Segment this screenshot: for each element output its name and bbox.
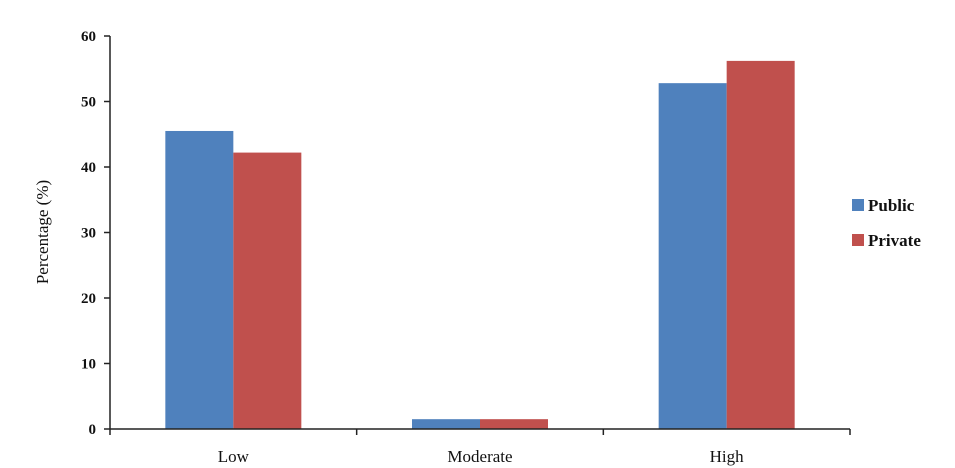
y-tick-label: 60	[81, 29, 96, 45]
legend-label-public: Public	[868, 196, 915, 215]
y-axis-title: Percentage (%)	[33, 180, 52, 284]
bar-public-high	[658, 83, 727, 429]
legend-swatch-public	[852, 199, 864, 211]
x-tick-label: Low	[218, 447, 250, 466]
plot-area: Low Moderate High 0 10 20 30 40 50 60 Public Privat…	[81, 29, 921, 466]
y-tick-label: 20	[81, 291, 96, 307]
bar-public-moderate	[412, 419, 480, 429]
legend-label-private: Private	[868, 231, 921, 250]
x-tick-label: Moderate	[447, 447, 512, 466]
bar-private-moderate	[480, 419, 548, 429]
y-tick-label: 50	[81, 95, 96, 111]
y-tick-label: 40	[81, 160, 96, 176]
bar-private-high	[726, 60, 795, 429]
x-tick-label: High	[710, 447, 745, 466]
y-tick-label: 0	[89, 422, 97, 438]
bar-private-low	[233, 152, 302, 429]
y-tick-label: 10	[81, 357, 96, 373]
legend-swatch-private	[852, 234, 864, 246]
y-tick-label: 30	[81, 226, 96, 242]
bar-public-low	[165, 130, 234, 429]
